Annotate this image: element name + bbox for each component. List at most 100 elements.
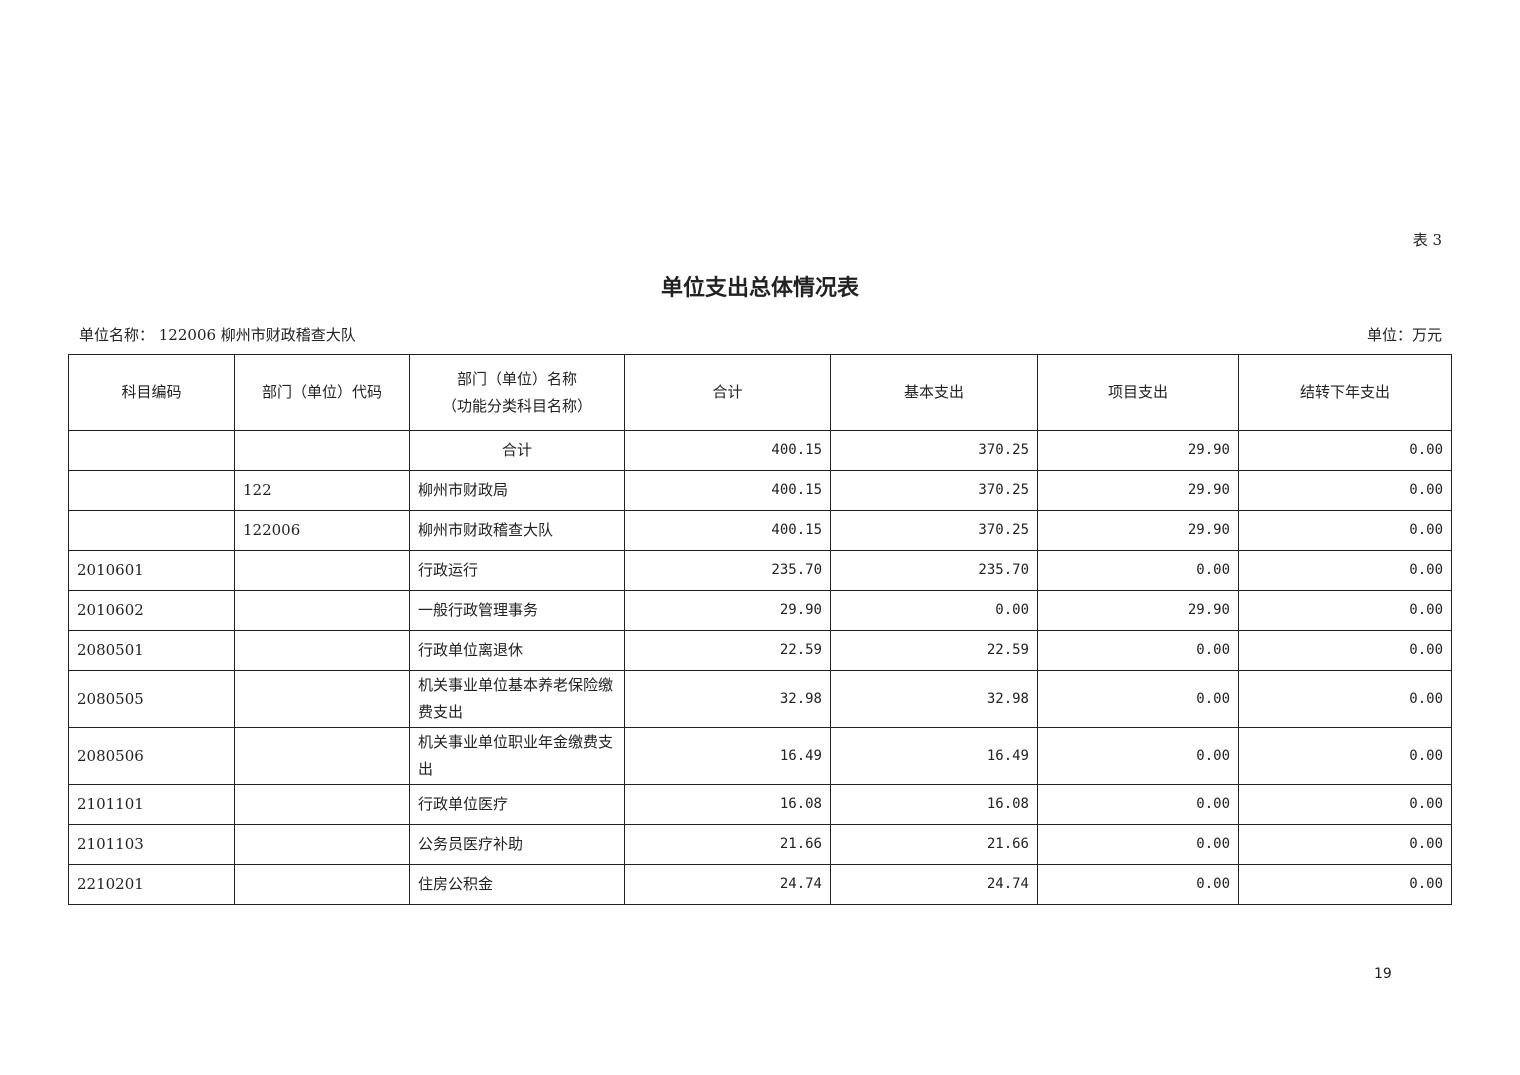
cell-basic-expense: 370.25 [830, 430, 1038, 471]
cell-basic-expense: 370.25 [830, 470, 1038, 511]
cell-dept-code: 122006 [234, 510, 410, 551]
cell-subject-code: 2080505 [68, 670, 235, 728]
header-dept-name-line1: 部门（单位）名称 [456, 369, 577, 388]
cell-project-expense: 0.00 [1037, 727, 1239, 785]
cell-basic-expense: 32.98 [830, 670, 1038, 728]
table-header-row: 科目编码 部门（单位）代码 部门（单位）名称 （功能分类科目名称） 合计 基本支出… [68, 354, 1452, 431]
table-row: 2080501 行政单位离退休 22.59 22.59 0.00 0.00 [68, 630, 1452, 671]
cell-dept-name: 机关事业单位基本养老保险缴费支出 [409, 670, 625, 728]
page-title: 单位支出总体情况表 [660, 275, 859, 301]
cell-subject-code: 2080501 [68, 630, 235, 671]
cell-subject-code: 2101101 [68, 784, 235, 825]
cell-basic-expense: 370.25 [830, 510, 1038, 551]
cell-dept-code [234, 824, 410, 865]
cell-subject-code: 2101103 [68, 824, 235, 865]
cell-dept-code [234, 864, 410, 905]
header-code: 科目编码 [68, 354, 235, 431]
cell-total: 235.70 [624, 550, 831, 591]
table-row: 122 柳州市财政局 400.15 370.25 29.90 0.00 [68, 470, 1452, 511]
cell-carryover: 0.00 [1238, 864, 1452, 905]
header-dept-name-line2: （功能分类科目名称） [441, 396, 592, 415]
header-dept-code: 部门（单位）代码 [234, 354, 410, 431]
cell-carryover: 0.00 [1238, 670, 1452, 728]
cell-total: 16.49 [624, 727, 831, 785]
table-row: 2101103 公务员医疗补助 21.66 21.66 0.00 0.00 [68, 824, 1452, 865]
cell-carryover: 0.00 [1238, 510, 1452, 551]
cell-dept-name: 合计 [409, 430, 625, 471]
cell-project-expense: 29.90 [1037, 590, 1239, 631]
cell-total: 16.08 [624, 784, 831, 825]
cell-dept-name: 公务员医疗补助 [409, 824, 625, 865]
table-number: 表 3 [1412, 231, 1442, 249]
cell-dept-name: 行政单位离退休 [409, 630, 625, 671]
cell-total: 22.59 [624, 630, 831, 671]
cell-carryover: 0.00 [1238, 630, 1452, 671]
cell-basic-expense: 21.66 [830, 824, 1038, 865]
cell-basic-expense: 16.08 [830, 784, 1038, 825]
cell-dept-code [234, 784, 410, 825]
cell-dept-code [234, 670, 410, 728]
table-row: 122006 柳州市财政稽查大队 400.15 370.25 29.90 0.00 [68, 510, 1452, 551]
expenditure-table: 科目编码 部门（单位）代码 部门（单位）名称 （功能分类科目名称） 合计 基本支出… [68, 354, 1452, 905]
header-dept-name: 部门（单位）名称 （功能分类科目名称） [409, 354, 625, 431]
cell-project-expense: 29.90 [1037, 470, 1239, 511]
cell-subject-code: 2010602 [68, 590, 235, 631]
header-total: 合计 [624, 354, 831, 431]
cell-dept-name: 行政单位医疗 [409, 784, 625, 825]
header-project: 项目支出 [1037, 354, 1239, 431]
cell-carryover: 0.00 [1238, 590, 1452, 631]
cell-project-expense: 29.90 [1037, 430, 1239, 471]
cell-project-expense: 0.00 [1037, 784, 1239, 825]
cell-dept-code [234, 727, 410, 785]
cell-project-expense: 29.90 [1037, 510, 1239, 551]
cell-total: 29.90 [624, 590, 831, 631]
cell-dept-code [234, 430, 410, 471]
table-row: 2010601 行政运行 235.70 235.70 0.00 0.00 [68, 550, 1452, 591]
table-row: 合计 400.15 370.25 29.90 0.00 [68, 430, 1452, 471]
cell-subject-code: 2080506 [68, 727, 235, 785]
table-row: 2080505 机关事业单位基本养老保险缴费支出 32.98 32.98 0.00 0.0… [68, 670, 1452, 728]
table-row: 2010602 一般行政管理事务 29.90 0.00 29.90 0.00 [68, 590, 1452, 631]
unit-name: 单位名称： 122006 柳州市财政稽查大队 [79, 326, 356, 344]
table-row: 2210201 住房公积金 24.74 24.74 0.00 0.00 [68, 864, 1452, 905]
cell-dept-code [234, 550, 410, 591]
cell-project-expense: 0.00 [1037, 550, 1239, 591]
cell-carryover: 0.00 [1238, 784, 1452, 825]
cell-basic-expense: 24.74 [830, 864, 1038, 905]
cell-total: 21.66 [624, 824, 831, 865]
cell-total: 32.98 [624, 670, 831, 728]
header-carryover: 结转下年支出 [1238, 354, 1452, 431]
cell-dept-name: 住房公积金 [409, 864, 625, 905]
cell-dept-code [234, 590, 410, 631]
cell-subject-code [68, 430, 235, 471]
page-number: 19 [1374, 966, 1392, 982]
cell-project-expense: 0.00 [1037, 824, 1239, 865]
cell-dept-code: 122 [234, 470, 410, 511]
cell-project-expense: 0.00 [1037, 630, 1239, 671]
cell-dept-name: 机关事业单位职业年金缴费支出 [409, 727, 625, 785]
table-row: 2101101 行政单位医疗 16.08 16.08 0.00 0.00 [68, 784, 1452, 825]
cell-dept-name: 一般行政管理事务 [409, 590, 625, 631]
cell-basic-expense: 22.59 [830, 630, 1038, 671]
currency-unit: 单位：万元 [1366, 326, 1442, 344]
cell-basic-expense: 235.70 [830, 550, 1038, 591]
table-row: 2080506 机关事业单位职业年金缴费支出 16.49 16.49 0.00 0.00 [68, 727, 1452, 785]
cell-dept-name: 柳州市财政稽查大队 [409, 510, 625, 551]
cell-basic-expense: 0.00 [830, 590, 1038, 631]
cell-dept-name: 柳州市财政局 [409, 470, 625, 511]
cell-subject-code [68, 510, 235, 551]
cell-subject-code: 2010601 [68, 550, 235, 591]
cell-carryover: 0.00 [1238, 550, 1452, 591]
cell-total: 400.15 [624, 510, 831, 551]
cell-total: 400.15 [624, 430, 831, 471]
cell-project-expense: 0.00 [1037, 864, 1239, 905]
cell-subject-code [68, 470, 235, 511]
header-basic: 基本支出 [830, 354, 1038, 431]
cell-carryover: 0.00 [1238, 727, 1452, 785]
cell-total: 400.15 [624, 470, 831, 511]
cell-dept-name: 行政运行 [409, 550, 625, 591]
cell-carryover: 0.00 [1238, 824, 1452, 865]
cell-project-expense: 0.00 [1037, 670, 1239, 728]
cell-dept-code [234, 630, 410, 671]
cell-carryover: 0.00 [1238, 470, 1452, 511]
